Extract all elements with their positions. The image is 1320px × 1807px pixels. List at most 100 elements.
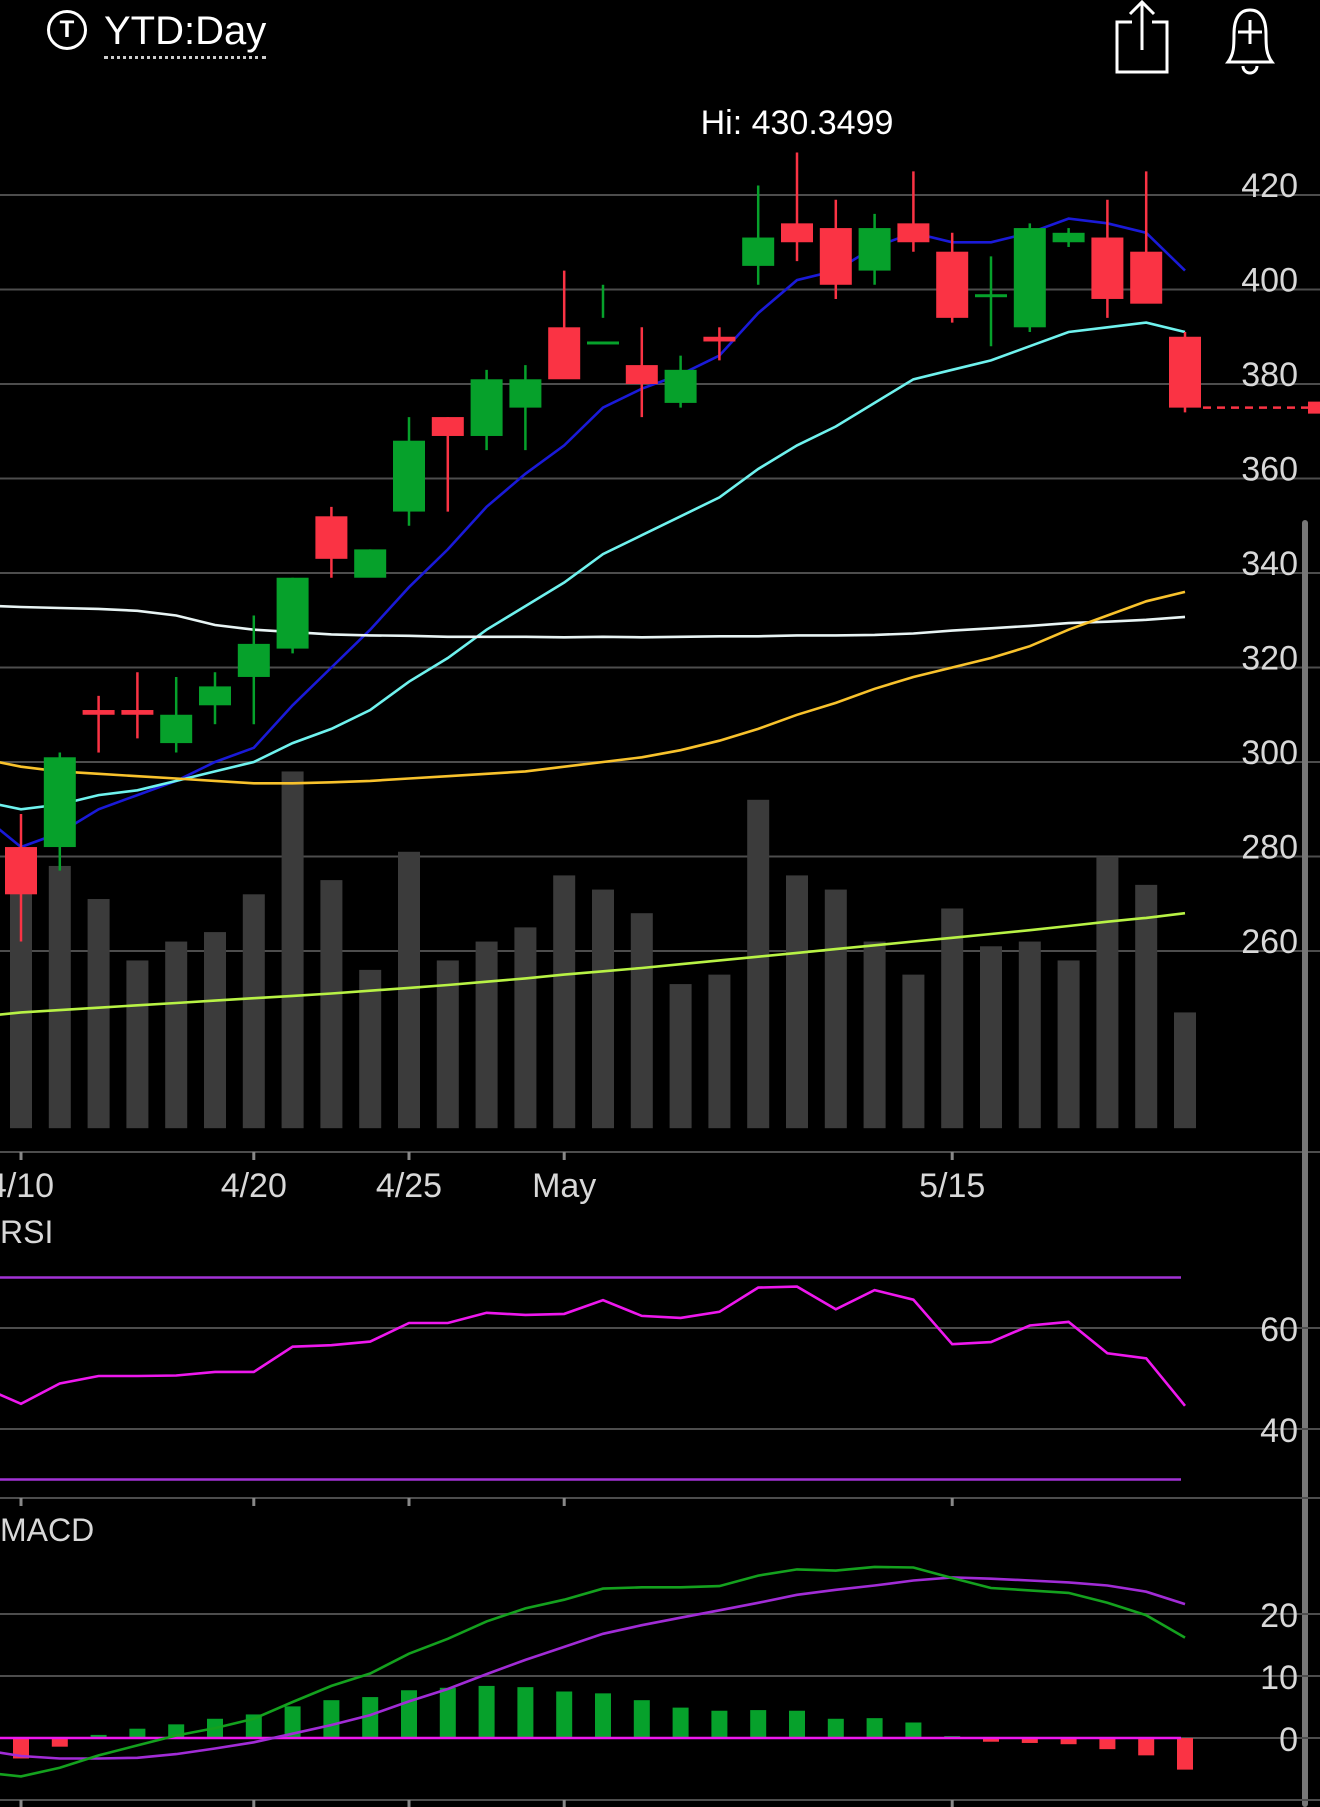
- volume-bar: [281, 771, 304, 1129]
- volume-bar: [1135, 884, 1158, 1129]
- candle-body: [664, 369, 697, 403]
- candle-body: [393, 440, 425, 512]
- share-icon[interactable]: [1112, 0, 1172, 76]
- candle-body: [43, 757, 76, 848]
- macd-histogram-bar: [13, 1738, 29, 1759]
- volume-bar: [708, 974, 731, 1129]
- volume-bar: [1018, 941, 1041, 1129]
- volume-bar: [48, 865, 71, 1129]
- x-tick-label: 4/20: [221, 1167, 287, 1205]
- volume-bar: [398, 851, 420, 1129]
- candle-body: [587, 341, 619, 345]
- candle-body: [858, 228, 891, 271]
- macd-histogram-bar: [750, 1710, 767, 1738]
- x-tick-label: 5/15: [919, 1167, 985, 1205]
- macd-histogram-bar: [90, 1734, 107, 1738]
- volume-bar: [359, 969, 382, 1129]
- timeframe-selector[interactable]: YTD:Day: [104, 6, 267, 59]
- candle-body: [354, 549, 387, 578]
- volume-bar: [941, 908, 964, 1129]
- price-tick-label: 360: [1241, 451, 1298, 489]
- rsi-tick-label: 40: [1260, 1412, 1298, 1450]
- volume-bar: [1057, 960, 1080, 1129]
- macd-histogram-bar: [556, 1691, 573, 1738]
- macd-line: [0, 1565, 1186, 1778]
- volume-bar: [165, 941, 188, 1129]
- macd-histogram-bar: [1177, 1738, 1193, 1770]
- volume-bar: [1174, 1012, 1196, 1129]
- macd-histogram-bar: [439, 1687, 456, 1738]
- macd-histogram-bar: [129, 1728, 146, 1738]
- candle-body: [5, 847, 37, 895]
- price-tick-label: 420: [1241, 167, 1298, 205]
- header: T YTD:Day: [0, 0, 1320, 90]
- candle-body: [703, 336, 736, 342]
- moving-average-line: [0, 911, 1186, 1016]
- price-tick-label: 340: [1241, 545, 1298, 583]
- macd-histogram-bar: [323, 1700, 340, 1738]
- bell-plus-icon[interactable]: [1218, 0, 1282, 76]
- macd-histogram-bar: [595, 1693, 611, 1738]
- x-tick-label: May: [532, 1167, 596, 1205]
- volume-bar: [242, 894, 265, 1129]
- brand-logo-icon: T: [47, 10, 87, 50]
- candle-body: [509, 379, 542, 408]
- candle-body: [625, 365, 658, 384]
- macd-label: MACD: [0, 1512, 94, 1548]
- volume-bar: [514, 927, 537, 1129]
- price-tick-label: 400: [1241, 262, 1298, 300]
- price-tick-label: 260: [1241, 923, 1298, 961]
- candle-body: [82, 710, 115, 715]
- macd-histogram-bar: [789, 1710, 805, 1738]
- macd-histogram-bar: [51, 1738, 68, 1747]
- candle-body: [470, 379, 503, 436]
- scrollbar: [1302, 520, 1308, 1807]
- last-price-marker: [1308, 401, 1320, 414]
- candle-body: [1052, 232, 1085, 243]
- macd-tick-label: 10: [1260, 1659, 1298, 1697]
- price-tick-label: 380: [1241, 356, 1298, 394]
- macd-tick-label: 20: [1260, 1597, 1298, 1635]
- candle-body: [819, 228, 852, 285]
- macd-histogram-bar: [478, 1685, 495, 1738]
- volume-bar: [87, 899, 110, 1129]
- volume-bar: [747, 799, 770, 1129]
- macd-histogram-bar: [401, 1690, 417, 1738]
- candle-body: [1091, 237, 1124, 299]
- candle-body: [121, 710, 154, 715]
- macd-histogram-bar: [1138, 1738, 1155, 1756]
- x-tick-label: 4/25: [376, 1167, 442, 1205]
- volume-bar: [630, 913, 653, 1129]
- macd-histogram-bar: [1099, 1738, 1116, 1750]
- volume-bar: [863, 941, 886, 1129]
- macd-histogram-bar: [866, 1718, 883, 1738]
- candle-body: [1169, 336, 1201, 408]
- candle-body: [897, 223, 930, 243]
- macd-histogram-bar: [711, 1710, 728, 1738]
- candle-body: [781, 223, 813, 243]
- candle-body: [975, 294, 1007, 298]
- x-tick-label: 4/10: [0, 1167, 54, 1205]
- candle-body: [548, 327, 581, 380]
- volume-bar: [475, 941, 498, 1129]
- macd-histogram-bar: [362, 1697, 379, 1738]
- candle-body: [431, 417, 464, 436]
- macd-histogram-bar: [633, 1700, 650, 1738]
- moving-average-line: [0, 217, 1186, 849]
- macd-histogram-bar: [983, 1738, 999, 1742]
- volume-bar: [786, 875, 808, 1129]
- macd-histogram-bar: [827, 1718, 844, 1738]
- macd-histogram-bar: [284, 1706, 301, 1738]
- high-price-label: Hi: 430.3499: [701, 104, 894, 142]
- volume-bar: [669, 984, 692, 1129]
- price-tick-label: 320: [1241, 640, 1298, 678]
- macd-histogram-bar: [672, 1707, 689, 1738]
- macd-histogram-bar: [1060, 1738, 1077, 1745]
- candle-body: [160, 714, 193, 744]
- volume-bar: [1096, 856, 1119, 1129]
- rsi-line: [0, 1285, 1187, 1407]
- moving-average-line: [0, 590, 1186, 785]
- candle-body: [237, 643, 270, 677]
- volume-bar: [980, 946, 1002, 1129]
